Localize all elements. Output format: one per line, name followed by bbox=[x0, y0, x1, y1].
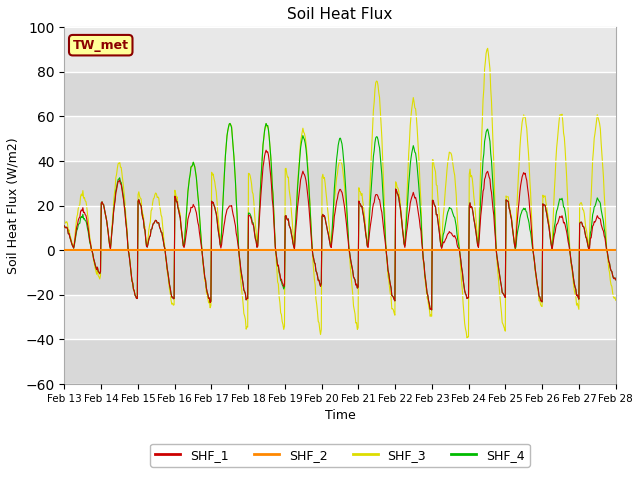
SHF_4 bbox=[226, 120, 234, 126]
Bar bbox=[65, 161, 616, 205]
SHF_3 bbox=[212, 189, 220, 195]
Bar bbox=[65, 295, 616, 339]
Bar bbox=[65, 72, 616, 117]
SHF_4 bbox=[612, 277, 620, 283]
Bar bbox=[65, 27, 616, 72]
SHF_3 bbox=[423, 295, 431, 301]
Title: Soil Heat Flux: Soil Heat Flux bbox=[287, 7, 393, 22]
SHF_3 bbox=[407, 113, 415, 119]
X-axis label: Time: Time bbox=[324, 409, 355, 422]
SHF_3 bbox=[463, 335, 471, 341]
SHF_1 bbox=[612, 277, 620, 283]
Bar bbox=[65, 117, 616, 161]
Line: SHF_4: SHF_4 bbox=[65, 123, 616, 310]
Text: TW_met: TW_met bbox=[73, 39, 129, 52]
SHF_4 bbox=[424, 293, 432, 299]
Y-axis label: Soil Heat Flux (W/m2): Soil Heat Flux (W/m2) bbox=[7, 137, 20, 274]
SHF_1 bbox=[262, 147, 270, 153]
Line: SHF_3: SHF_3 bbox=[65, 48, 616, 338]
SHF_3 bbox=[61, 217, 68, 223]
SHF_1 bbox=[61, 223, 68, 229]
SHF_3 bbox=[127, 271, 135, 277]
SHF_1 bbox=[183, 224, 191, 229]
SHF_4 bbox=[212, 211, 220, 216]
SHF_1 bbox=[127, 271, 135, 277]
SHF_3 bbox=[70, 238, 78, 244]
SHF_3 bbox=[183, 202, 191, 207]
Bar bbox=[65, 205, 616, 250]
SHF_4 bbox=[408, 150, 415, 156]
SHF_4 bbox=[127, 271, 135, 277]
Bar bbox=[65, 250, 616, 295]
Bar bbox=[65, 339, 616, 384]
SHF_1 bbox=[428, 307, 436, 313]
SHF_1 bbox=[212, 211, 220, 216]
SHF_1 bbox=[408, 194, 415, 200]
SHF_3 bbox=[612, 298, 620, 303]
SHF_1 bbox=[70, 240, 78, 246]
SHF_4 bbox=[428, 307, 436, 313]
SHF_2 bbox=[97, 247, 105, 253]
SHF_4 bbox=[70, 241, 78, 247]
Line: SHF_1: SHF_1 bbox=[65, 150, 616, 310]
SHF_1 bbox=[424, 293, 432, 299]
SHF_2 bbox=[61, 247, 68, 253]
SHF_4 bbox=[183, 201, 191, 207]
SHF_3 bbox=[484, 46, 492, 51]
SHF_4 bbox=[61, 223, 68, 229]
Legend: SHF_1, SHF_2, SHF_3, SHF_4: SHF_1, SHF_2, SHF_3, SHF_4 bbox=[150, 444, 530, 467]
